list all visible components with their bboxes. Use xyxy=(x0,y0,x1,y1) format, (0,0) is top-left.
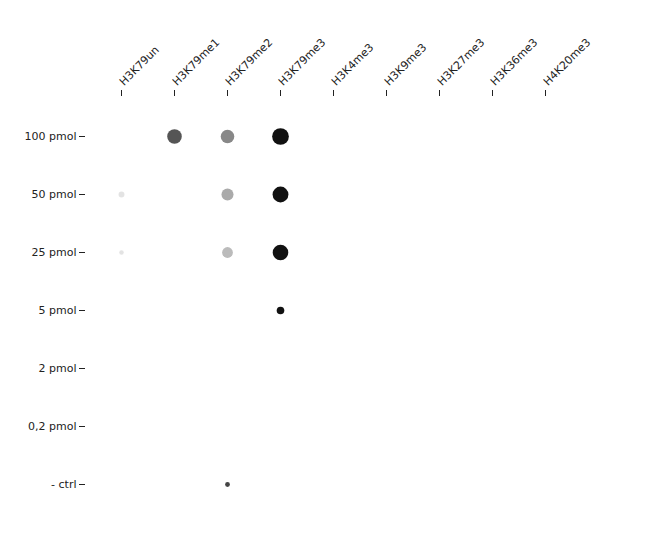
svg-text:H3K79me1: H3K79me1 xyxy=(170,36,222,88)
svg-text:100 pmol: 100 pmol xyxy=(25,130,77,143)
svg-text:H3K79un: H3K79un xyxy=(117,43,162,88)
svg-text:- ctrl: - ctrl xyxy=(51,478,76,491)
svg-text:50 pmol: 50 pmol xyxy=(32,188,77,201)
svg-text:5 pmol: 5 pmol xyxy=(39,304,77,317)
svg-text:H3K36me3: H3K36me3 xyxy=(488,36,540,88)
svg-text:H3K4me3: H3K4me3 xyxy=(329,41,376,88)
svg-text:H3K9me3: H3K9me3 xyxy=(382,41,429,88)
svg-text:H3K27me3: H3K27me3 xyxy=(435,36,487,88)
svg-text:2 pmol: 2 pmol xyxy=(39,362,77,375)
svg-text:H4K20me3: H4K20me3 xyxy=(541,36,593,88)
svg-text:25 pmol: 25 pmol xyxy=(32,246,77,259)
svg-text:H3K79me3: H3K79me3 xyxy=(276,36,328,88)
svg-text:0,2 pmol: 0,2 pmol xyxy=(28,420,76,433)
svg-text:H3K79me2: H3K79me2 xyxy=(223,36,275,88)
